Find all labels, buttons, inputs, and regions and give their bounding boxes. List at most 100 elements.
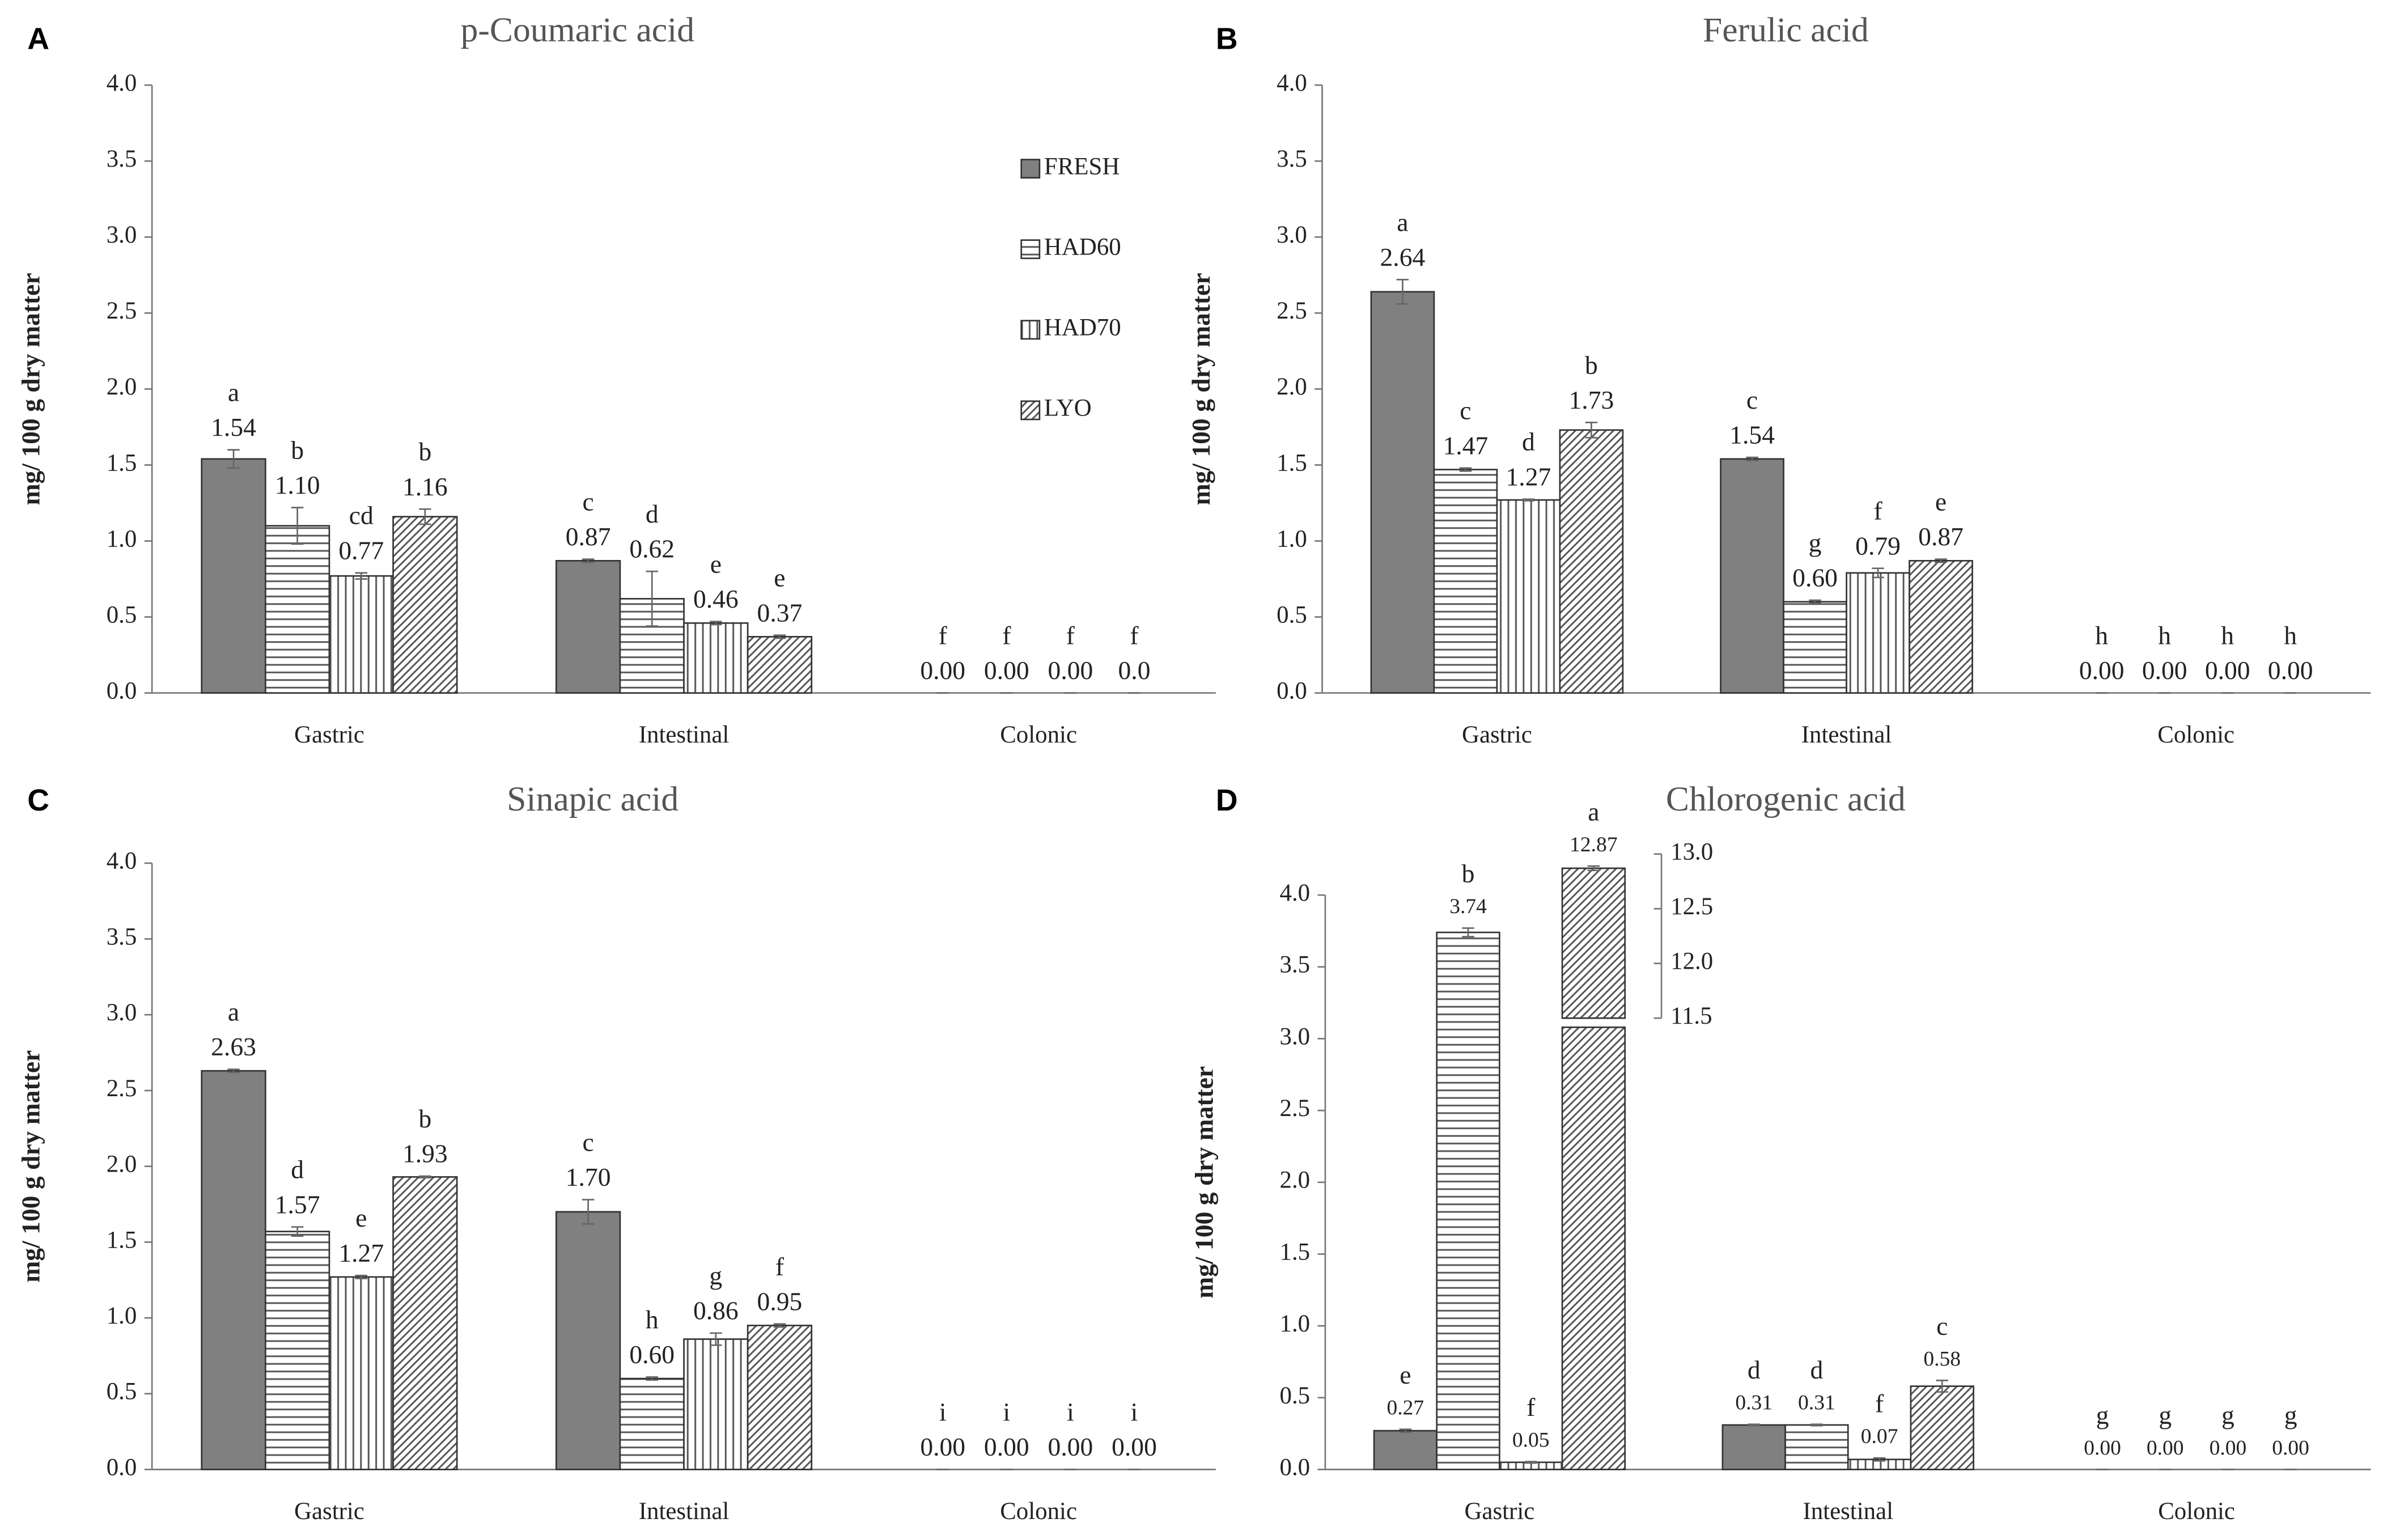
significance-letter: c [1936, 1312, 1948, 1340]
value-label: 0.07 [1861, 1425, 1898, 1448]
significance-letter: e [710, 549, 722, 578]
bar [1559, 429, 1624, 694]
value-label: 1.27 [1506, 462, 1551, 491]
y-tick-label: 0.5 [107, 1378, 137, 1405]
value-label: 0.00 [2205, 656, 2250, 685]
significance-letter: f [775, 1252, 785, 1281]
bar [1784, 1424, 1849, 1470]
panel-label: D [1216, 783, 1238, 817]
error-bar [355, 572, 367, 580]
error-bar [646, 1376, 658, 1381]
value-label: 0.00 [2210, 1436, 2247, 1460]
significance-letter: d [646, 499, 659, 528]
error-bar [1746, 456, 1758, 461]
significance-letter: d [1810, 1355, 1823, 1384]
value-label: 0.77 [338, 536, 384, 565]
value-label: 0.00 [2272, 1436, 2309, 1460]
bar [1721, 1424, 1786, 1470]
x-tick-label: Gastric [1462, 722, 1532, 748]
value-label: 1.93 [402, 1139, 448, 1168]
error-bar [1585, 421, 1598, 439]
significance-letter: h [646, 1305, 659, 1334]
y-tick-label: 0.5 [1277, 601, 1307, 628]
value-label: 0.00 [2084, 1436, 2121, 1460]
significance-letter: e [355, 1203, 367, 1232]
bar [555, 559, 621, 694]
bar [1561, 1026, 1626, 1470]
y2-tick-label: 13.0 [1670, 839, 1713, 866]
value-label: 0.87 [1918, 522, 1964, 551]
error-bar [1396, 278, 1409, 305]
legend-swatch [1020, 159, 1041, 179]
bar [264, 525, 330, 694]
significance-letter: g [2284, 1401, 2297, 1429]
y-tick-label: 3.0 [1277, 222, 1307, 248]
error-bar [582, 1199, 595, 1225]
error-bar [1462, 927, 1474, 937]
value-label: 0.86 [693, 1296, 739, 1325]
value-label: 0.05 [1512, 1428, 1550, 1452]
value-label: 0.00 [2142, 656, 2187, 685]
chart-title: Sinapic acid [507, 780, 679, 818]
value-label: 0.58 [1923, 1347, 1961, 1371]
y-axis-label: mg/ 100 g dry matter [16, 1050, 45, 1283]
y-tick-label: 2.0 [107, 374, 137, 400]
y-tick-label: 3.0 [1280, 1023, 1311, 1050]
value-label: 0.00 [920, 1432, 965, 1461]
bar [683, 1338, 749, 1470]
value-label: 0.31 [1798, 1391, 1835, 1415]
chart-title: p-Coumaric acid [461, 11, 695, 49]
error-bar [227, 1068, 240, 1074]
y-tick-label: 0.5 [107, 601, 137, 628]
bar [1910, 1385, 1974, 1470]
value-label: 0.00 [2268, 656, 2313, 685]
bar [1370, 291, 1435, 694]
bar [683, 622, 749, 694]
significance-letter: c [582, 1127, 593, 1156]
y-tick-label: 2.5 [1277, 298, 1307, 324]
bar [1783, 601, 1847, 694]
bar [392, 1176, 458, 1470]
y-tick-label: 2.5 [1280, 1095, 1311, 1122]
bar [1846, 572, 1910, 694]
error-bar [419, 1175, 431, 1179]
value-label: 0.79 [1855, 531, 1901, 560]
chart-title: Chlorogenic acid [1666, 780, 1906, 818]
error-bar [419, 508, 431, 525]
bar [264, 1231, 330, 1470]
error-bar [1809, 599, 1821, 604]
panel-label: B [1216, 22, 1238, 56]
significance-letter: b [1462, 859, 1475, 888]
value-label: 3.74 [1449, 895, 1487, 918]
y-tick-label: 3.5 [1280, 952, 1311, 978]
y-axis-label: mg/ 100 g dry matter [1189, 1066, 1218, 1299]
y-tick-label: 4.0 [107, 70, 137, 96]
x-tick-label: Colonic [2157, 722, 2234, 748]
y-tick-label: 3.0 [107, 999, 137, 1026]
y-tick-label: 0.0 [107, 1454, 137, 1480]
value-label: 0.87 [566, 522, 611, 551]
bar [328, 1276, 394, 1470]
significance-letter: e [1935, 487, 1947, 516]
value-label: 0.62 [629, 534, 675, 563]
significance-letter: g [709, 1261, 722, 1290]
bar [1909, 559, 1973, 694]
x-tick-label: Gastric [294, 1498, 364, 1525]
bar [1496, 499, 1561, 694]
significance-letter: b [418, 437, 431, 466]
value-label: 12.87 [1570, 833, 1617, 856]
legend-label: HAD70 [1044, 315, 1121, 341]
bar [201, 458, 266, 694]
significance-letter: h [2284, 621, 2297, 650]
y2-tick-label: 12.0 [1670, 948, 1713, 975]
value-label: 1.54 [1729, 421, 1775, 449]
value-label: 1.10 [275, 470, 320, 499]
error-bar [1872, 567, 1884, 579]
y-tick-label: 1.0 [1277, 525, 1307, 552]
y-tick-label: 2.0 [1280, 1167, 1311, 1194]
y-tick-label: 2.5 [107, 298, 137, 324]
y-tick-label: 1.0 [107, 1303, 137, 1329]
significance-letter: cd [349, 501, 374, 530]
y-tick-label: 4.0 [107, 848, 137, 875]
